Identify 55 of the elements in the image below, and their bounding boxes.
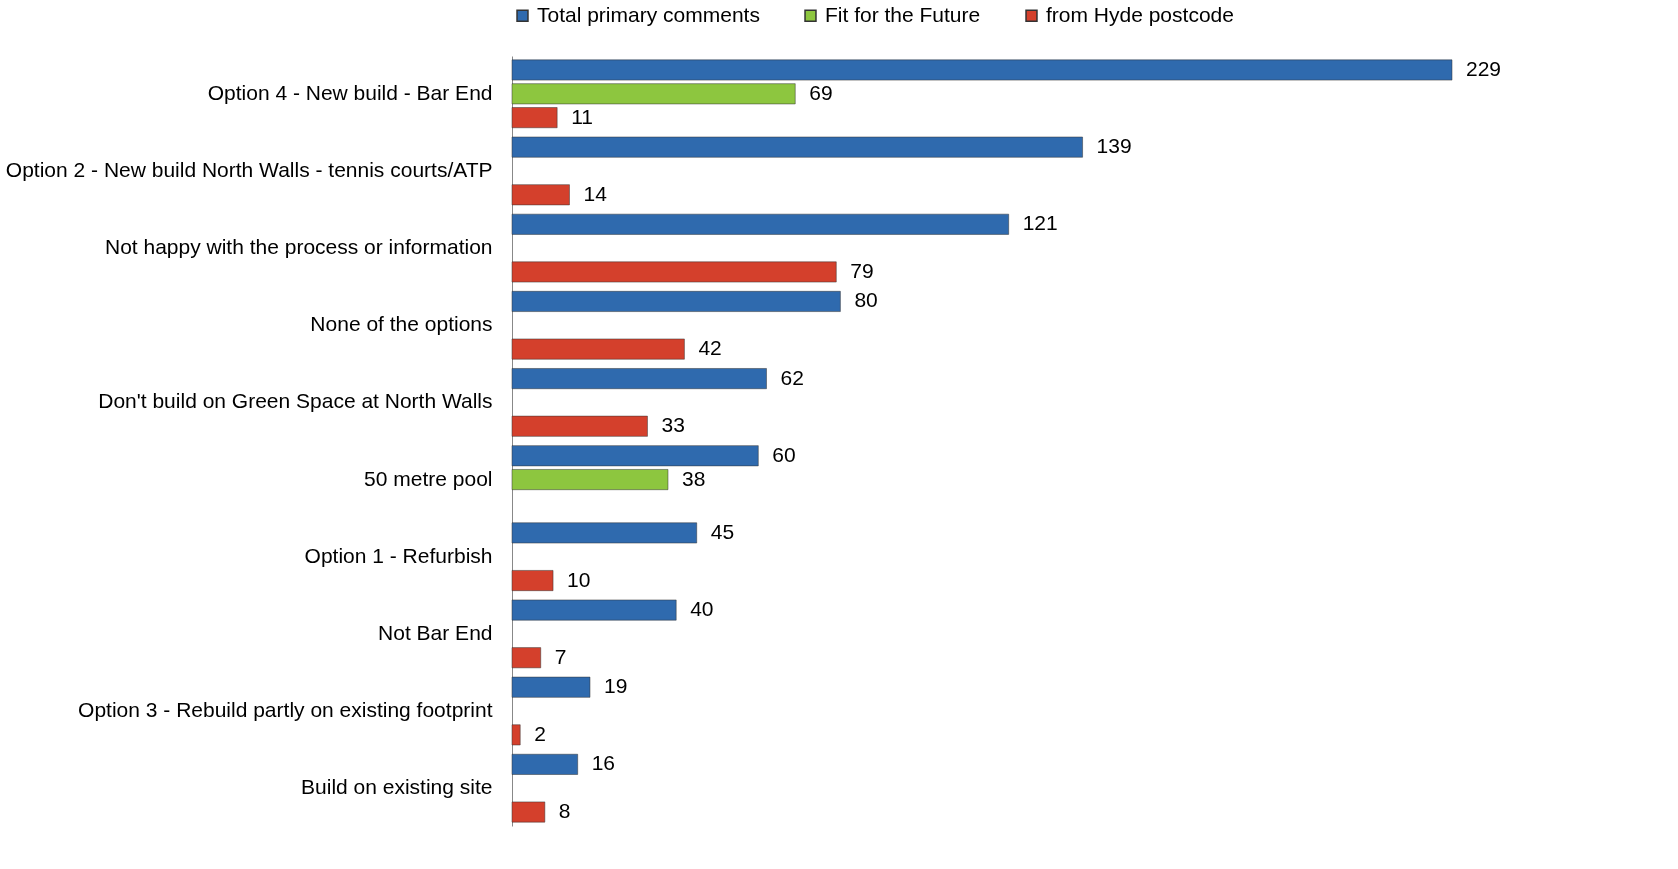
bar	[511, 522, 697, 544]
bar	[511, 261, 837, 283]
data-label: 121	[1022, 211, 1058, 235]
bar	[511, 676, 591, 698]
data-label: 16	[591, 751, 616, 775]
data-label: 62	[780, 365, 804, 389]
data-label: 19	[603, 674, 628, 698]
legend-label: from Hyde postcode	[1046, 2, 1234, 26]
data-label: 69	[809, 80, 833, 104]
y-tick-label: Option 1 - Refurbish	[304, 543, 493, 567]
y-tick-label: None of the options	[310, 312, 493, 336]
bar	[511, 107, 558, 128]
data-label: 40	[690, 597, 714, 621]
data-label: 42	[698, 336, 722, 360]
bar	[511, 801, 546, 823]
legend-label: Fit for the Future	[825, 2, 981, 26]
bar	[511, 213, 1009, 235]
data-label: 33	[661, 413, 685, 437]
y-tick-label: Not Bar End	[378, 620, 493, 644]
y-tick-label: Don't build on Green Space at North Walls	[98, 389, 493, 413]
y-tick-label: 50 metre pool	[364, 466, 493, 490]
bar	[511, 338, 685, 360]
bar	[511, 415, 648, 437]
y-tick-label: Build on existing site	[301, 775, 493, 799]
y-tick-label: Option 2 - New build North Walls - tennis courts/ATP	[5, 157, 493, 181]
bar	[511, 469, 669, 490]
data-label: 38	[681, 466, 706, 490]
bar	[511, 724, 521, 746]
bar	[511, 570, 554, 591]
bar	[511, 754, 578, 775]
bar	[511, 599, 677, 621]
bar	[511, 647, 541, 669]
bar	[511, 445, 759, 467]
data-label: 60	[772, 442, 796, 466]
bar	[511, 136, 1083, 158]
y-tick-label: Option 4 - New build - Bar End	[207, 80, 493, 104]
data-label: 8	[558, 799, 571, 823]
data-label: 10	[567, 567, 591, 591]
data-label: 7	[554, 644, 567, 668]
legend-label: Total primary comments	[537, 2, 760, 26]
data-label: 79	[850, 258, 874, 282]
bar	[511, 184, 570, 206]
bar	[511, 368, 767, 389]
data-label: 229	[1466, 56, 1502, 80]
bar	[511, 83, 796, 105]
y-tick-label: Not happy with the process or information	[104, 235, 493, 259]
data-label: 80	[854, 288, 878, 312]
bar	[511, 59, 1453, 81]
data-label: 14	[583, 181, 608, 205]
data-label: 11	[571, 104, 593, 128]
data-label: 45	[710, 519, 735, 543]
data-label: 139	[1096, 134, 1132, 158]
bar	[511, 291, 841, 312]
data-label: 2	[534, 721, 546, 745]
y-tick-label: Option 3 - Rebuild partly on existing footprint	[78, 698, 493, 722]
